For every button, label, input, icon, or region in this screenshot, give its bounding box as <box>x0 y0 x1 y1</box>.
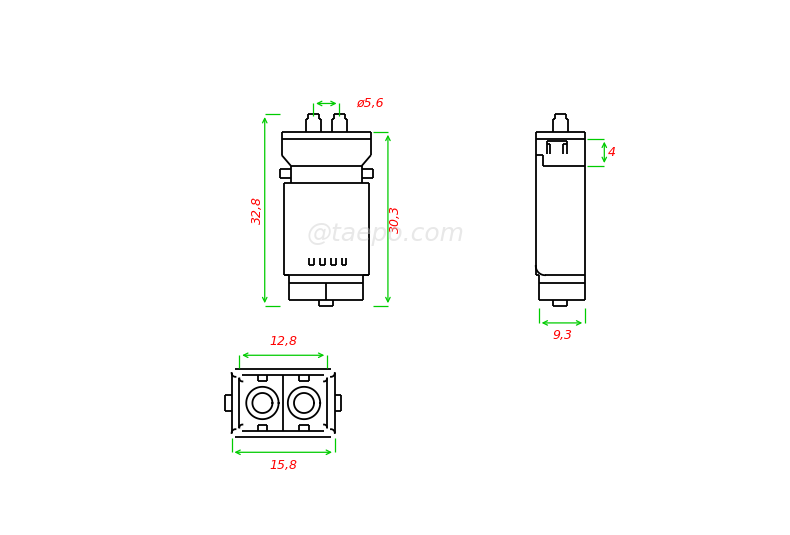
Text: 15,8: 15,8 <box>269 459 297 472</box>
Text: 32,8: 32,8 <box>250 196 264 224</box>
Text: 30,3: 30,3 <box>389 205 402 233</box>
Text: ø5,6: ø5,6 <box>356 97 384 110</box>
Text: 12,8: 12,8 <box>269 335 297 348</box>
Text: @taepo.com: @taepo.com <box>307 221 465 246</box>
Text: 4: 4 <box>608 146 616 159</box>
Text: 9,3: 9,3 <box>552 329 572 342</box>
